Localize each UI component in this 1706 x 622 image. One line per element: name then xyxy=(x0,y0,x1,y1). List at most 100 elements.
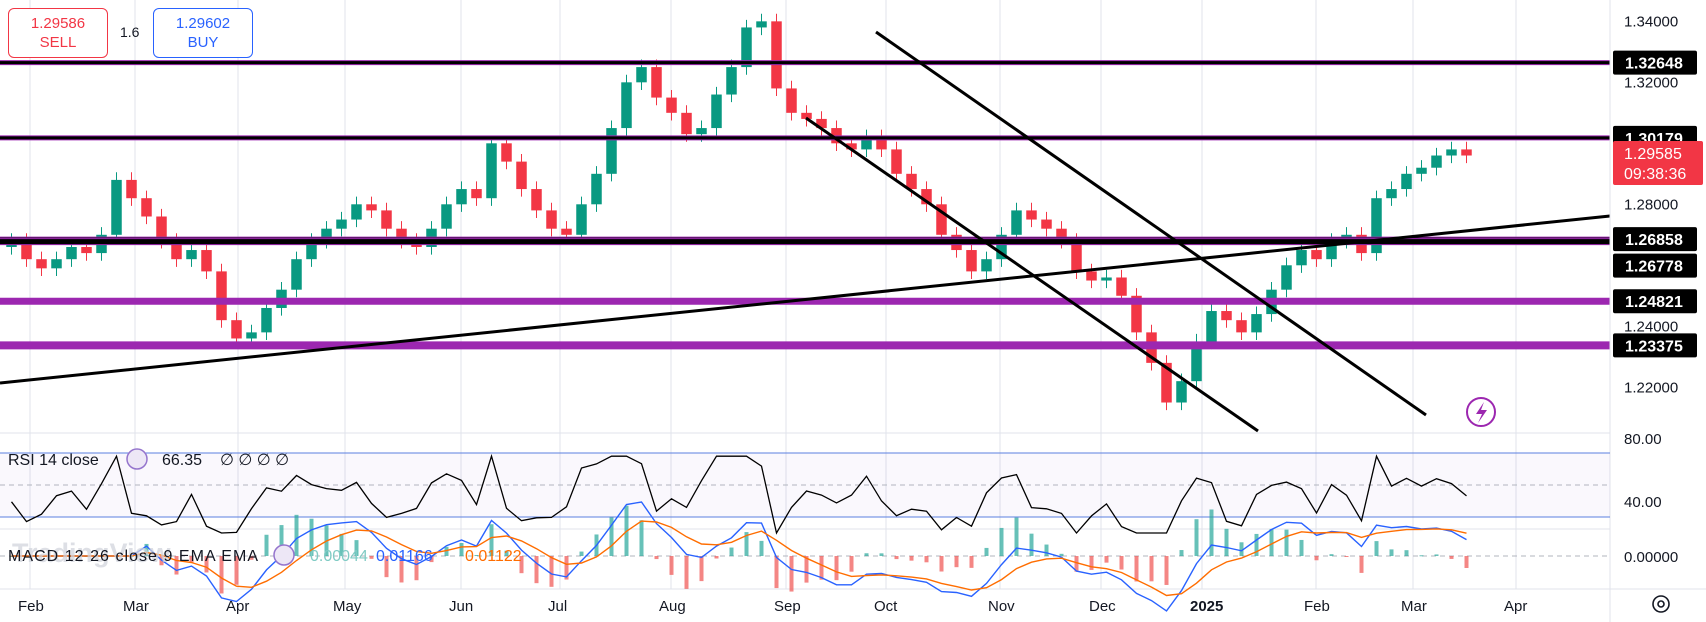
macd-histogram-bar xyxy=(339,533,344,556)
macd-histogram-bar xyxy=(1164,556,1169,585)
macd-histogram-bar xyxy=(894,556,899,560)
level-badge xyxy=(1613,50,1697,75)
axis-settings-icon[interactable] xyxy=(1652,595,1670,613)
price-axis[interactable]: 1.34000 1.32000 1.28000 1.24000 1.22000 1.326… xyxy=(1613,13,1703,396)
candle-body xyxy=(111,179,122,235)
candle-body xyxy=(756,21,767,28)
macd-histogram-bar xyxy=(849,556,854,572)
macd-histogram-bar xyxy=(399,556,404,583)
candle-body xyxy=(1206,311,1217,342)
channel-lower-line[interactable] xyxy=(805,116,1259,433)
macd-histogram-bar xyxy=(1419,555,1424,557)
candle-body xyxy=(1221,311,1232,321)
time-axis-label: Feb xyxy=(1304,598,1330,615)
sell-price: 1.29586 xyxy=(30,15,86,32)
macd-histogram-bar xyxy=(804,556,809,583)
macd-pane: TradingView MACD 12 26 close 9 EMA EMA 0… xyxy=(0,501,1610,612)
macd-histogram-bar xyxy=(699,556,704,582)
candle-body xyxy=(1056,228,1067,241)
time-axis-label: Aug xyxy=(659,598,686,615)
macd-histogram-bar xyxy=(1299,539,1304,556)
macd-histogram-bar xyxy=(759,540,764,556)
candle-body xyxy=(81,246,92,254)
macd-label: MACD 12 26 close 9 EMA EMA xyxy=(8,548,258,565)
macd-histogram-bar xyxy=(444,546,449,556)
sell-button[interactable]: 1.29586 SELL xyxy=(8,8,108,58)
macd-histogram-bar xyxy=(1014,517,1019,556)
macd-settings-icon[interactable] xyxy=(273,544,295,566)
level-badge-label: 1.24821 xyxy=(1625,294,1683,311)
candle-body xyxy=(726,67,737,95)
macd-histogram-bar xyxy=(1209,509,1214,556)
candle-body xyxy=(216,271,227,321)
rsi-settings-icon[interactable] xyxy=(126,448,148,470)
grid xyxy=(29,0,1517,589)
candle-body xyxy=(306,240,317,260)
candle-body xyxy=(501,143,512,162)
macd-histogram-bar xyxy=(1359,556,1364,573)
macd-histogram-bar xyxy=(1389,549,1394,556)
macd-value: 0.01166 xyxy=(376,548,433,565)
macd-histogram-bar xyxy=(639,520,644,556)
macd-histogram-bar xyxy=(984,547,989,556)
lightning-icon[interactable] xyxy=(1466,397,1496,427)
candle-body xyxy=(1281,265,1292,290)
ascending-trendline[interactable] xyxy=(0,214,1611,385)
buy-button[interactable]: 1.29602 BUY xyxy=(153,8,253,58)
candle-body xyxy=(531,189,542,211)
macd-axis-tick: 0.00000 xyxy=(1624,549,1678,566)
macd-histogram-bar xyxy=(999,527,1004,556)
candle-body xyxy=(1311,250,1322,260)
level-badge xyxy=(1613,227,1697,252)
macd-histogram-bar xyxy=(789,556,794,592)
candle-body xyxy=(816,118,827,129)
macd-histogram-bar xyxy=(1194,519,1199,556)
macd-histogram-bar xyxy=(1374,541,1379,556)
channel-upper-line[interactable] xyxy=(875,30,1427,417)
candle-body xyxy=(141,198,152,217)
candle-body xyxy=(396,228,407,241)
level-badge-label: 1.32648 xyxy=(1625,56,1683,73)
current-price-badge xyxy=(1613,140,1703,185)
level-badge xyxy=(1613,253,1697,278)
candle-body xyxy=(321,228,332,241)
macd-histogram-bar xyxy=(1434,554,1439,556)
candle-body xyxy=(1011,210,1022,235)
candle-body xyxy=(1176,381,1187,403)
candle-body xyxy=(1026,210,1037,220)
candle-body xyxy=(876,137,887,150)
tradingview-watermark: TradingView xyxy=(12,538,172,568)
candle-body xyxy=(486,143,497,199)
candle-body xyxy=(576,204,587,235)
macd-histogram-bar xyxy=(219,556,224,594)
candle-body xyxy=(1431,155,1442,168)
level-badge-label: 1.26858 xyxy=(1625,232,1683,249)
macd-histogram-bar xyxy=(819,556,824,580)
macd-histogram-bar xyxy=(1044,544,1049,556)
rsi-axis: 80.00 40.00 0.00000 xyxy=(1624,431,1678,566)
candle-body xyxy=(1401,173,1412,190)
candle-body xyxy=(21,240,32,260)
candle-body xyxy=(381,210,392,229)
macd-histogram-bar xyxy=(579,551,584,556)
candle-body xyxy=(1446,149,1457,156)
time-axis-label: 2025 xyxy=(1190,598,1223,615)
current-price-label: 1.29585 xyxy=(1624,146,1682,163)
macd-histogram-bar xyxy=(939,556,944,572)
candle-body xyxy=(1071,240,1082,272)
candle-body xyxy=(846,143,857,150)
candle-body xyxy=(516,161,527,190)
macd-histogram-bar xyxy=(384,556,389,578)
time-axis-label: Jul xyxy=(548,598,567,615)
macd-histogram-bar xyxy=(1314,556,1319,561)
macd-histogram-bar xyxy=(234,556,239,585)
candle-body xyxy=(666,97,677,113)
level-badge-label: 1.23375 xyxy=(1625,338,1683,355)
signal-line xyxy=(11,520,1467,597)
rsi-pane: RSI 14 close 66.35 ∅ ∅ ∅ ∅ xyxy=(0,448,1610,535)
rsi-value: 66.35 xyxy=(162,452,202,469)
time-axis[interactable]: Feb Mar Apr May Jun Jul Aug Sep Oct Nov Dec 2025 Feb… xyxy=(18,598,1527,615)
candle-body xyxy=(1386,189,1397,199)
candle-body xyxy=(456,189,467,205)
